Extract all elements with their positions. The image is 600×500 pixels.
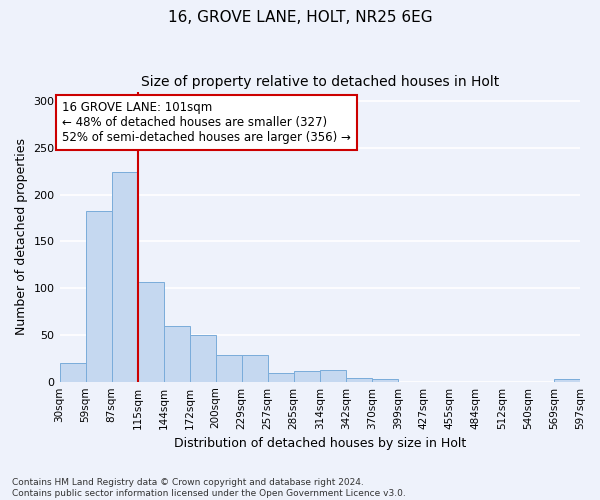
Bar (554, 379, 580, 382)
Y-axis label: Number of detached properties: Number of detached properties (15, 138, 28, 335)
Bar (164, 326, 190, 382)
Title: Size of property relative to detached houses in Holt: Size of property relative to detached ho… (140, 75, 499, 89)
X-axis label: Distribution of detached houses by size in Holt: Distribution of detached houses by size … (173, 437, 466, 450)
Text: 16 GROVE LANE: 101sqm
← 48% of detached houses are smaller (327)
52% of semi-det: 16 GROVE LANE: 101sqm ← 48% of detached … (62, 101, 351, 144)
Bar (59, 363, 86, 382)
Bar (242, 356, 268, 382)
Text: 16, GROVE LANE, HOLT, NR25 6EG: 16, GROVE LANE, HOLT, NR25 6EG (167, 10, 433, 25)
Bar (268, 374, 294, 382)
Bar (112, 172, 137, 382)
Bar (86, 212, 112, 382)
Bar (190, 335, 215, 382)
Bar (294, 372, 320, 382)
Bar (372, 379, 398, 382)
Bar (346, 378, 372, 382)
Text: Contains HM Land Registry data © Crown copyright and database right 2024.
Contai: Contains HM Land Registry data © Crown c… (12, 478, 406, 498)
Bar (215, 356, 242, 382)
Bar (320, 370, 346, 382)
Bar (137, 282, 164, 382)
